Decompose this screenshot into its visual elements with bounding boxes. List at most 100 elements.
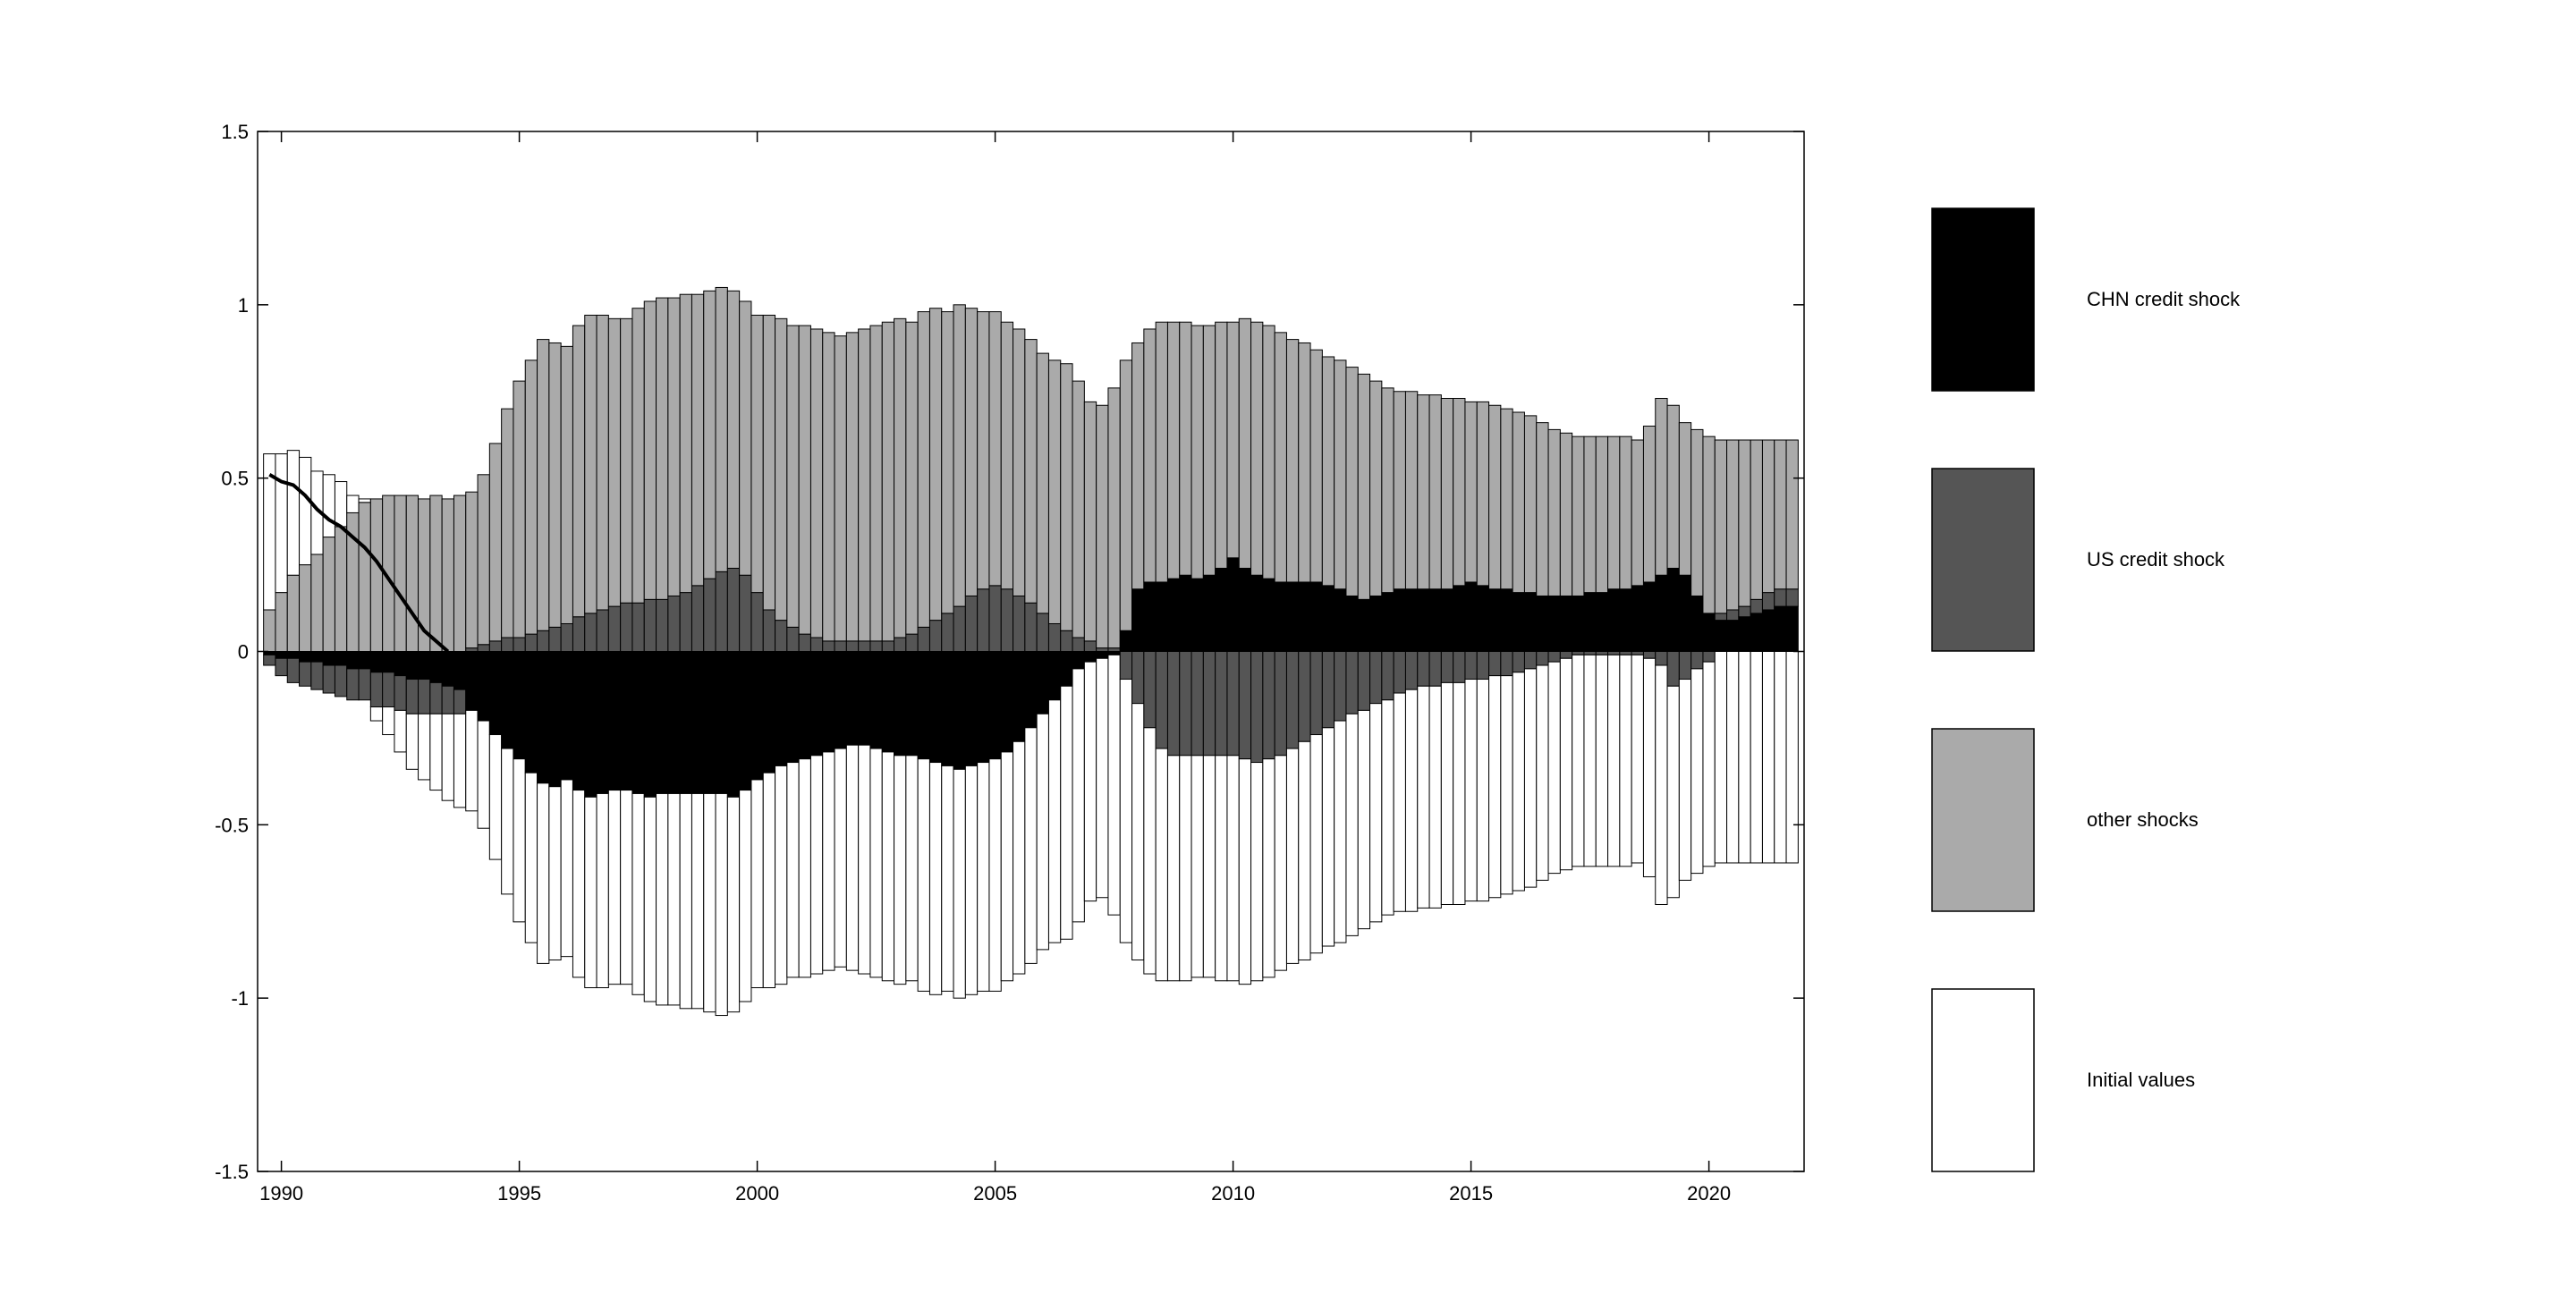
bar <box>1226 651 1240 757</box>
bar <box>1642 426 1657 583</box>
bar <box>1024 727 1038 964</box>
bar <box>1440 681 1454 905</box>
bar <box>453 689 467 714</box>
bar <box>607 605 622 652</box>
bar <box>928 308 943 621</box>
bar <box>1155 748 1168 982</box>
bar <box>1345 651 1359 714</box>
bar <box>703 290 716 579</box>
bar <box>1738 651 1751 864</box>
bar <box>394 651 407 677</box>
bar <box>667 792 681 1006</box>
bar <box>1512 651 1525 673</box>
bar <box>1655 574 1668 652</box>
bar <box>798 651 811 760</box>
bar <box>1488 675 1502 899</box>
bar <box>1595 435 1609 594</box>
bar <box>1655 651 1668 666</box>
bar <box>1000 588 1014 652</box>
bar <box>1024 602 1038 653</box>
bar <box>762 314 776 611</box>
bar <box>1488 588 1502 652</box>
bar <box>477 474 490 646</box>
bar <box>1631 585 1644 652</box>
bar <box>715 286 728 572</box>
bar <box>1131 588 1145 652</box>
bar <box>1750 651 1763 864</box>
bar <box>310 651 324 663</box>
bar <box>322 651 335 666</box>
bar <box>453 713 467 808</box>
bar <box>537 339 550 631</box>
x-tick-label: 1995 <box>497 1182 541 1205</box>
bar <box>809 651 824 757</box>
bar <box>1547 595 1561 652</box>
bar <box>1036 613 1049 653</box>
bar <box>1476 401 1490 587</box>
bar <box>1464 581 1478 653</box>
bar <box>429 495 443 652</box>
bar <box>1488 404 1502 590</box>
x-tick-label: 1990 <box>259 1182 303 1205</box>
bar <box>1678 651 1692 681</box>
bar <box>524 772 538 943</box>
bar <box>488 734 503 860</box>
bar <box>1321 651 1335 729</box>
bar <box>643 598 657 652</box>
bar <box>1274 651 1287 757</box>
bar <box>1179 651 1192 757</box>
bar <box>488 651 503 736</box>
bar <box>1381 592 1394 653</box>
bar <box>762 772 776 989</box>
bar <box>1536 595 1549 652</box>
bar <box>1690 595 1704 652</box>
bar <box>1595 592 1609 653</box>
bar <box>858 640 871 652</box>
bar <box>382 651 395 673</box>
bar <box>1369 651 1383 705</box>
bar <box>1572 654 1585 867</box>
bar <box>834 640 847 652</box>
bar <box>691 792 705 1010</box>
bar <box>358 651 371 670</box>
bar <box>1285 581 1300 653</box>
bar <box>1096 657 1109 899</box>
bar <box>322 537 335 653</box>
legend-swatch <box>1931 728 2035 912</box>
bar <box>1750 598 1763 614</box>
bar <box>834 748 847 968</box>
y-tick-label: 0 <box>238 641 249 664</box>
bar <box>667 595 681 652</box>
bar <box>1334 588 1347 652</box>
bar <box>1583 654 1597 867</box>
bar <box>1191 755 1204 978</box>
bar <box>1143 727 1157 975</box>
bar <box>1642 581 1657 653</box>
bar <box>560 779 573 958</box>
bar <box>584 314 597 614</box>
bar <box>762 609 776 652</box>
bar <box>1453 681 1466 905</box>
bar <box>1083 651 1097 663</box>
bar <box>703 651 716 794</box>
bar <box>679 293 692 594</box>
bar <box>572 651 586 791</box>
bar <box>798 325 811 635</box>
bar <box>631 602 645 653</box>
bar <box>941 311 954 614</box>
bar <box>1298 740 1311 961</box>
bar <box>1500 408 1513 590</box>
bar <box>584 796 597 989</box>
bar <box>1202 651 1216 757</box>
bar <box>299 651 312 663</box>
bar <box>881 640 895 652</box>
bar <box>1631 651 1644 655</box>
bar <box>1083 401 1097 642</box>
bar <box>1013 595 1026 652</box>
bar <box>1559 651 1573 659</box>
bar <box>1523 592 1538 653</box>
bar <box>1583 651 1597 655</box>
y-tick-label: -1 <box>231 987 249 1010</box>
bar <box>917 651 930 760</box>
bar <box>691 651 705 794</box>
